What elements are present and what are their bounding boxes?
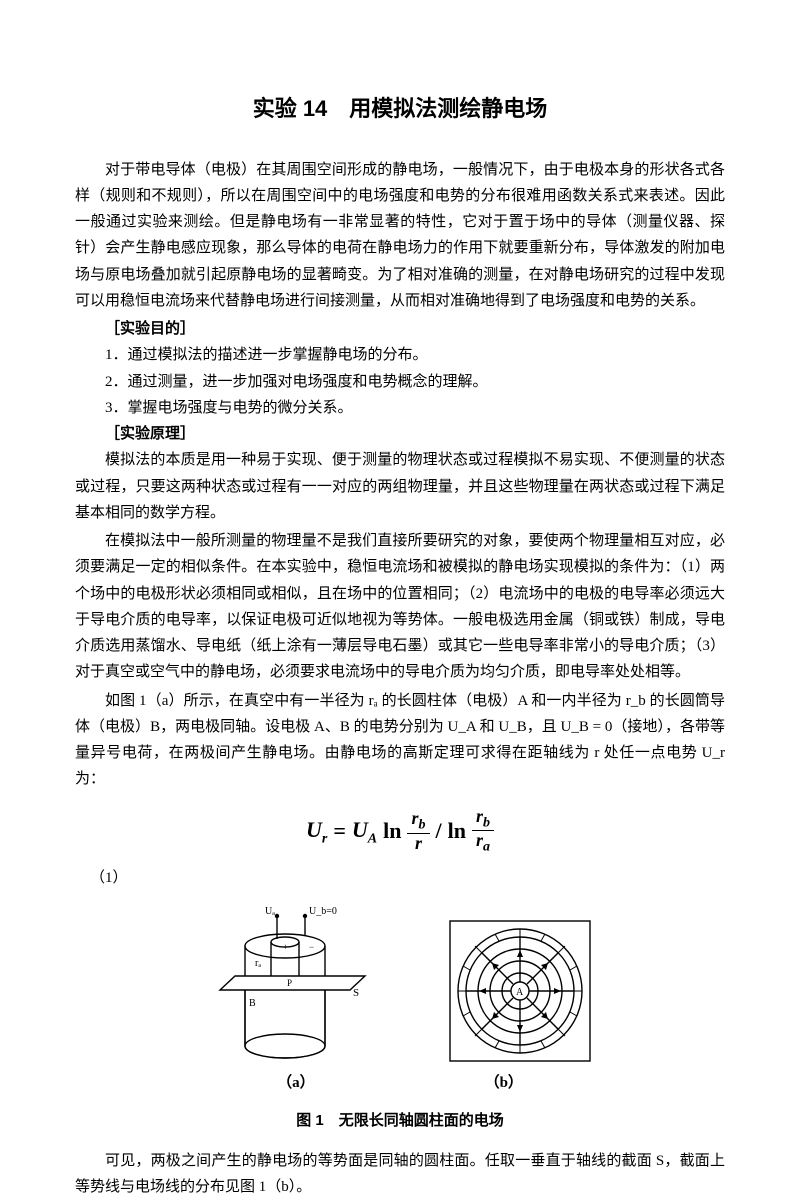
figure-label-a: （a） [277,1070,315,1096]
objective-2: 2．通过测量，进一步加强对电场强度和电势概念的理解。 [75,369,725,395]
frac2-den: r [476,830,483,850]
frac1-den: r [411,834,426,854]
svg-text:U_b=0: U_b=0 [309,906,337,917]
figure-1: Uₐ U_b=0 + − rₐ B S P [75,906,725,1135]
frac2-num: r [476,806,483,826]
formula-block: Ur = UA ln rb r / ln rb ra [75,807,725,856]
principle-label: ［实验原理］ [75,421,725,447]
objective-3: 3．掌握电场强度与电势的微分关系。 [75,395,725,421]
svg-text:Uₐ: Uₐ [265,906,275,917]
formula-ua-sub: A [368,831,377,846]
formula-slash: / [436,812,442,851]
principle-p2: 在模拟法中一般所测量的物理量不是我们直接所要研究的对象，要使两个物理量相互对应，… [75,528,725,686]
page-title: 实验 14 用模拟法测绘静电场 [75,90,725,129]
frac1-num: r [411,808,418,828]
principle-p1: 模拟法的本质是用一种易于实现、便于测量的物理状态或过程模拟不易实现、不便测量的状… [75,447,725,526]
formula-ln2: ln [448,812,466,851]
svg-text:P: P [287,978,292,988]
principle-p3: 如图 1（a）所示，在真空中有一半径为 rₐ 的长圆柱体（电极）A 和一内半径为… [75,688,725,793]
equation-number: （1） [75,865,725,891]
svg-text:A: A [516,987,524,998]
objectives-label: ［实验目的］ [75,316,725,342]
objective-1: 1．通过模拟法的描述进一步掌握静电场的分布。 [75,342,725,368]
svg-text:S: S [353,987,359,999]
svg-text:+: + [283,942,288,952]
figure-label-b: （b） [485,1070,523,1096]
formula-lhs: U [306,817,322,842]
formula-ln1: ln [383,812,401,851]
frac2-num-sub: b [483,815,490,830]
closing-paragraph: 可见，两极之间产生的静电场的等势面是同轴的圆柱面。任取一垂直于轴线的截面 S，截… [75,1148,725,1201]
svg-text:B: B [249,998,256,1009]
intro-paragraph: 对于带电导体（电极）在其周围空间形成的静电场，一般情况下，由于电极本身的形状各式… [75,157,725,315]
formula-lhs-sub: r [322,831,327,846]
figure-1b-svg: A [445,916,595,1066]
formula-ua: U [352,817,368,842]
frac2-den-sub: a [483,840,490,855]
svg-text:−: − [309,942,314,952]
figure-caption: 图 1 无限长同轴圆柱面的电场 [75,1108,725,1134]
svg-text:rₐ: rₐ [255,958,261,969]
figure-1a-svg: Uₐ U_b=0 + − rₐ B S P [205,906,375,1066]
frac1-num-sub: b [419,817,426,832]
